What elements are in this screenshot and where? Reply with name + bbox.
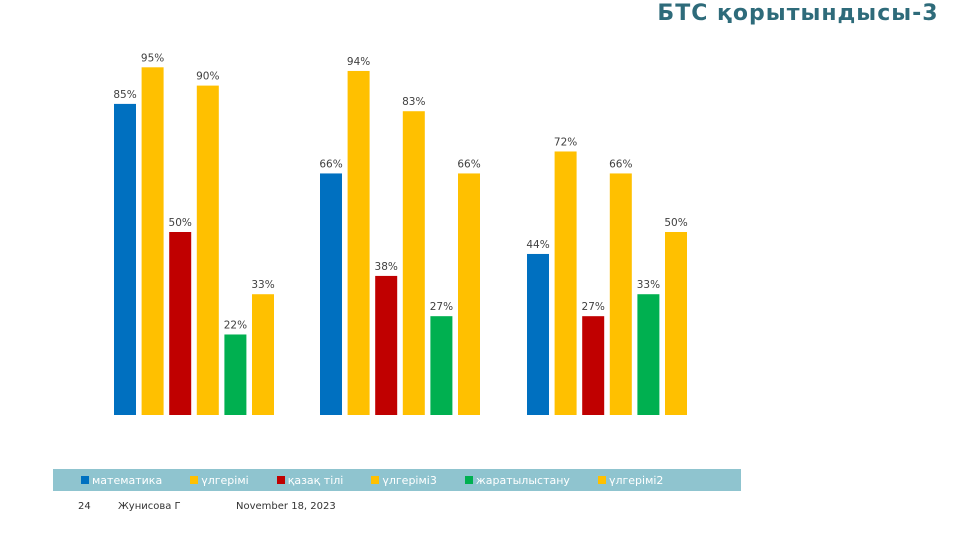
bar-қазақ тілі-2 — [375, 276, 397, 415]
bar-үлгерімі-3 — [555, 151, 577, 415]
legend-swatch — [465, 476, 473, 484]
data-label: 85% — [113, 89, 136, 101]
legend-swatch — [81, 476, 89, 484]
bar-математика-1 — [114, 104, 136, 415]
bar-математика-2 — [320, 173, 342, 415]
bar-жаратылыстану-1 — [224, 334, 246, 415]
legend-label: математика — [92, 474, 162, 487]
bar-қазақ тілі-1 — [169, 232, 191, 415]
data-label: 27% — [582, 301, 605, 313]
bar-үлгерімі2-3 — [665, 232, 687, 415]
bar-үлгерімі2-1 — [252, 294, 274, 415]
data-label: 27% — [430, 301, 453, 313]
bar-жаратылыстану-3 — [637, 294, 659, 415]
legend-item: үлгерімі3 — [371, 474, 436, 487]
bar-үлгерімі3-3 — [610, 173, 632, 415]
legend-item: математика — [81, 474, 162, 487]
legend-item: үлгерімі2 — [598, 474, 663, 487]
data-label: 44% — [526, 239, 549, 251]
bar-үлгерімі-1 — [142, 67, 164, 415]
bar-қазақ тілі-3 — [582, 316, 604, 415]
legend-label: қазақ тілі — [288, 474, 344, 487]
legend-swatch — [190, 476, 198, 484]
data-label: 83% — [402, 96, 425, 108]
legend-label: үлгерімі2 — [609, 474, 663, 487]
slide-number: 24 — [78, 501, 91, 512]
legend-swatch — [277, 476, 285, 484]
chart-legend: математика үлгерімі қазақ тілі үлгерімі3 жар… — [53, 469, 741, 491]
bar-жаратылыстану-2 — [430, 316, 452, 415]
footer-date: November 18, 2023 — [236, 501, 346, 513]
legend-label: үлгерімі3 — [382, 474, 436, 487]
data-label: 66% — [609, 158, 632, 170]
data-label: 22% — [224, 319, 247, 331]
legend-swatch — [598, 476, 606, 484]
bar-үлгерімі-2 — [348, 71, 370, 415]
bar-chart: 85% 95% 50% 90% 22% 33% 66% 94% 38% 83% 27% 66% 44% 7… — [0, 0, 960, 470]
data-label: 38% — [375, 261, 398, 273]
legend-item: жаратылыстану — [465, 474, 570, 487]
data-label: 72% — [554, 136, 577, 148]
data-label: 90% — [196, 71, 219, 83]
legend-swatch — [371, 476, 379, 484]
bar-математика-3 — [527, 254, 549, 415]
data-label: 66% — [319, 158, 342, 170]
bar-үлгерімі2-2 — [458, 173, 480, 415]
data-label: 95% — [141, 52, 164, 64]
data-label: 94% — [347, 56, 370, 68]
data-label: 50% — [664, 217, 687, 229]
legend-label: жаратылыстану — [476, 474, 570, 487]
bar-үлгерімі3-1 — [197, 86, 219, 415]
bar-үлгерімі3-2 — [403, 111, 425, 415]
data-label: 66% — [457, 158, 480, 170]
legend-item: үлгерімі — [190, 474, 248, 487]
legend-label: үлгерімі — [201, 474, 248, 487]
footer-author: Жунисова Г — [118, 501, 181, 512]
data-label: 33% — [637, 279, 660, 291]
data-label: 50% — [169, 217, 192, 229]
legend-item: қазақ тілі — [277, 474, 344, 487]
data-label: 33% — [251, 279, 274, 291]
